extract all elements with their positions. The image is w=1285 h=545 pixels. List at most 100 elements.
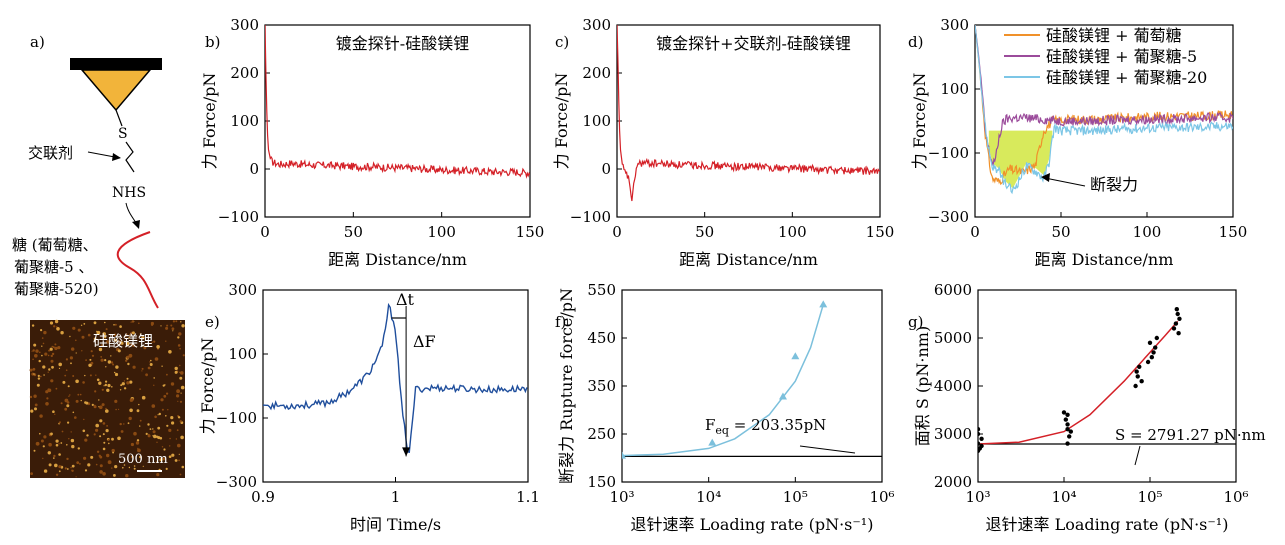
data-point <box>819 300 828 308</box>
afm-speck <box>145 373 149 377</box>
afm-speck <box>70 362 72 365</box>
y-tick-label: 0 <box>601 160 611 178</box>
afm-speck <box>47 354 50 357</box>
afm-speck <box>177 400 179 402</box>
afm-speck <box>151 404 156 408</box>
afm-speck <box>39 432 41 435</box>
afm-speck <box>103 385 105 387</box>
data-point <box>622 451 626 459</box>
y-tick-label: 0 <box>249 160 259 178</box>
afm-speck <box>70 466 72 469</box>
afm-speck <box>104 383 108 387</box>
afm-speck <box>64 398 69 403</box>
plot-area <box>263 302 528 454</box>
afm-speck <box>141 395 146 400</box>
afm-speck <box>55 443 59 447</box>
afm-speck <box>43 435 47 439</box>
afm-speck <box>113 371 116 374</box>
afm-speck <box>152 430 156 434</box>
afm-speck <box>43 469 48 473</box>
afm-speck <box>90 350 93 353</box>
afm-speck <box>133 467 136 470</box>
afm-speck <box>93 339 96 342</box>
x-tick-label: 0.9 <box>251 488 275 506</box>
afm-speck <box>101 403 105 407</box>
afm-speck <box>41 354 43 357</box>
afm-speck <box>120 341 123 343</box>
afm-speck <box>121 382 125 386</box>
data-point <box>708 438 717 446</box>
afm-speck <box>133 431 137 436</box>
afm-speck <box>50 354 53 358</box>
afm-speck <box>96 378 100 382</box>
afm-speck <box>84 374 86 377</box>
afm-speck <box>62 380 66 384</box>
afm-speck <box>85 359 87 361</box>
afm-speck <box>142 345 144 347</box>
feq-annotation: Feq = 203.35pN <box>705 416 826 437</box>
afm-speck <box>54 413 56 415</box>
afm-speck <box>90 361 94 365</box>
y-tick-label: 300 <box>940 16 969 34</box>
afm-speck <box>128 336 130 339</box>
afm-speck <box>66 457 69 461</box>
afm-speck <box>99 470 103 474</box>
panel-label: e) <box>205 313 220 331</box>
afm-speck <box>91 354 95 357</box>
data-point <box>1147 340 1153 345</box>
data-point <box>1068 429 1074 434</box>
afm-speck <box>125 359 128 362</box>
x-tick-label: 10⁵ <box>1137 488 1162 506</box>
afm-speck <box>104 321 106 324</box>
afm-speck <box>42 445 45 448</box>
afm-speck <box>126 342 130 346</box>
panel-label: c) <box>555 33 569 51</box>
y-tick-label: 6000 <box>934 281 972 299</box>
afm-speck <box>172 320 175 323</box>
afm-speck <box>37 374 40 377</box>
afm-speck <box>41 337 44 339</box>
plot-area <box>617 25 880 202</box>
afm-speck <box>90 455 94 459</box>
afm-speck <box>105 340 110 344</box>
afm-speck <box>105 328 108 331</box>
afm-speck <box>126 381 130 385</box>
afm-speck <box>34 407 37 411</box>
afm-speck <box>122 466 124 469</box>
afm-speck <box>117 349 121 353</box>
x-axis-label: 退针速率 Loading rate (pN·s⁻¹) <box>986 515 1229 534</box>
afm-speck <box>99 419 103 423</box>
afm-speck <box>117 436 121 441</box>
afm-speck <box>58 465 62 469</box>
afm-speck <box>113 324 115 326</box>
afm-speck <box>34 354 38 358</box>
plot-area <box>978 307 1236 453</box>
afm-speck <box>32 358 34 361</box>
afm-speck <box>118 408 120 410</box>
afm-speck <box>177 344 181 347</box>
data-point <box>978 427 981 432</box>
afm-speck <box>66 444 68 446</box>
afm-speck <box>175 320 178 323</box>
afm-speck <box>37 377 41 380</box>
legend-entry: 硅酸镁锂 + 葡聚糖-5 <box>1046 47 1197 66</box>
afm-speck <box>128 416 132 421</box>
afm-speck <box>156 461 158 463</box>
sugar-chain <box>116 231 159 309</box>
crosslinker-label: 交联剂 <box>28 144 73 162</box>
afm-speck <box>75 352 77 354</box>
afm-speck <box>55 387 58 390</box>
afm-speck <box>169 445 171 447</box>
afm-speck <box>98 347 103 352</box>
afm-speck <box>110 361 114 364</box>
data-point <box>1135 374 1140 379</box>
afm-speck <box>113 474 116 477</box>
afm-speck <box>105 407 107 410</box>
afm-speck <box>129 408 133 413</box>
afm-speck <box>95 423 99 428</box>
afm-speck <box>112 451 114 454</box>
y-tick-label: 450 <box>587 329 616 347</box>
afm-speck <box>156 345 160 349</box>
afm-speck <box>119 389 122 391</box>
